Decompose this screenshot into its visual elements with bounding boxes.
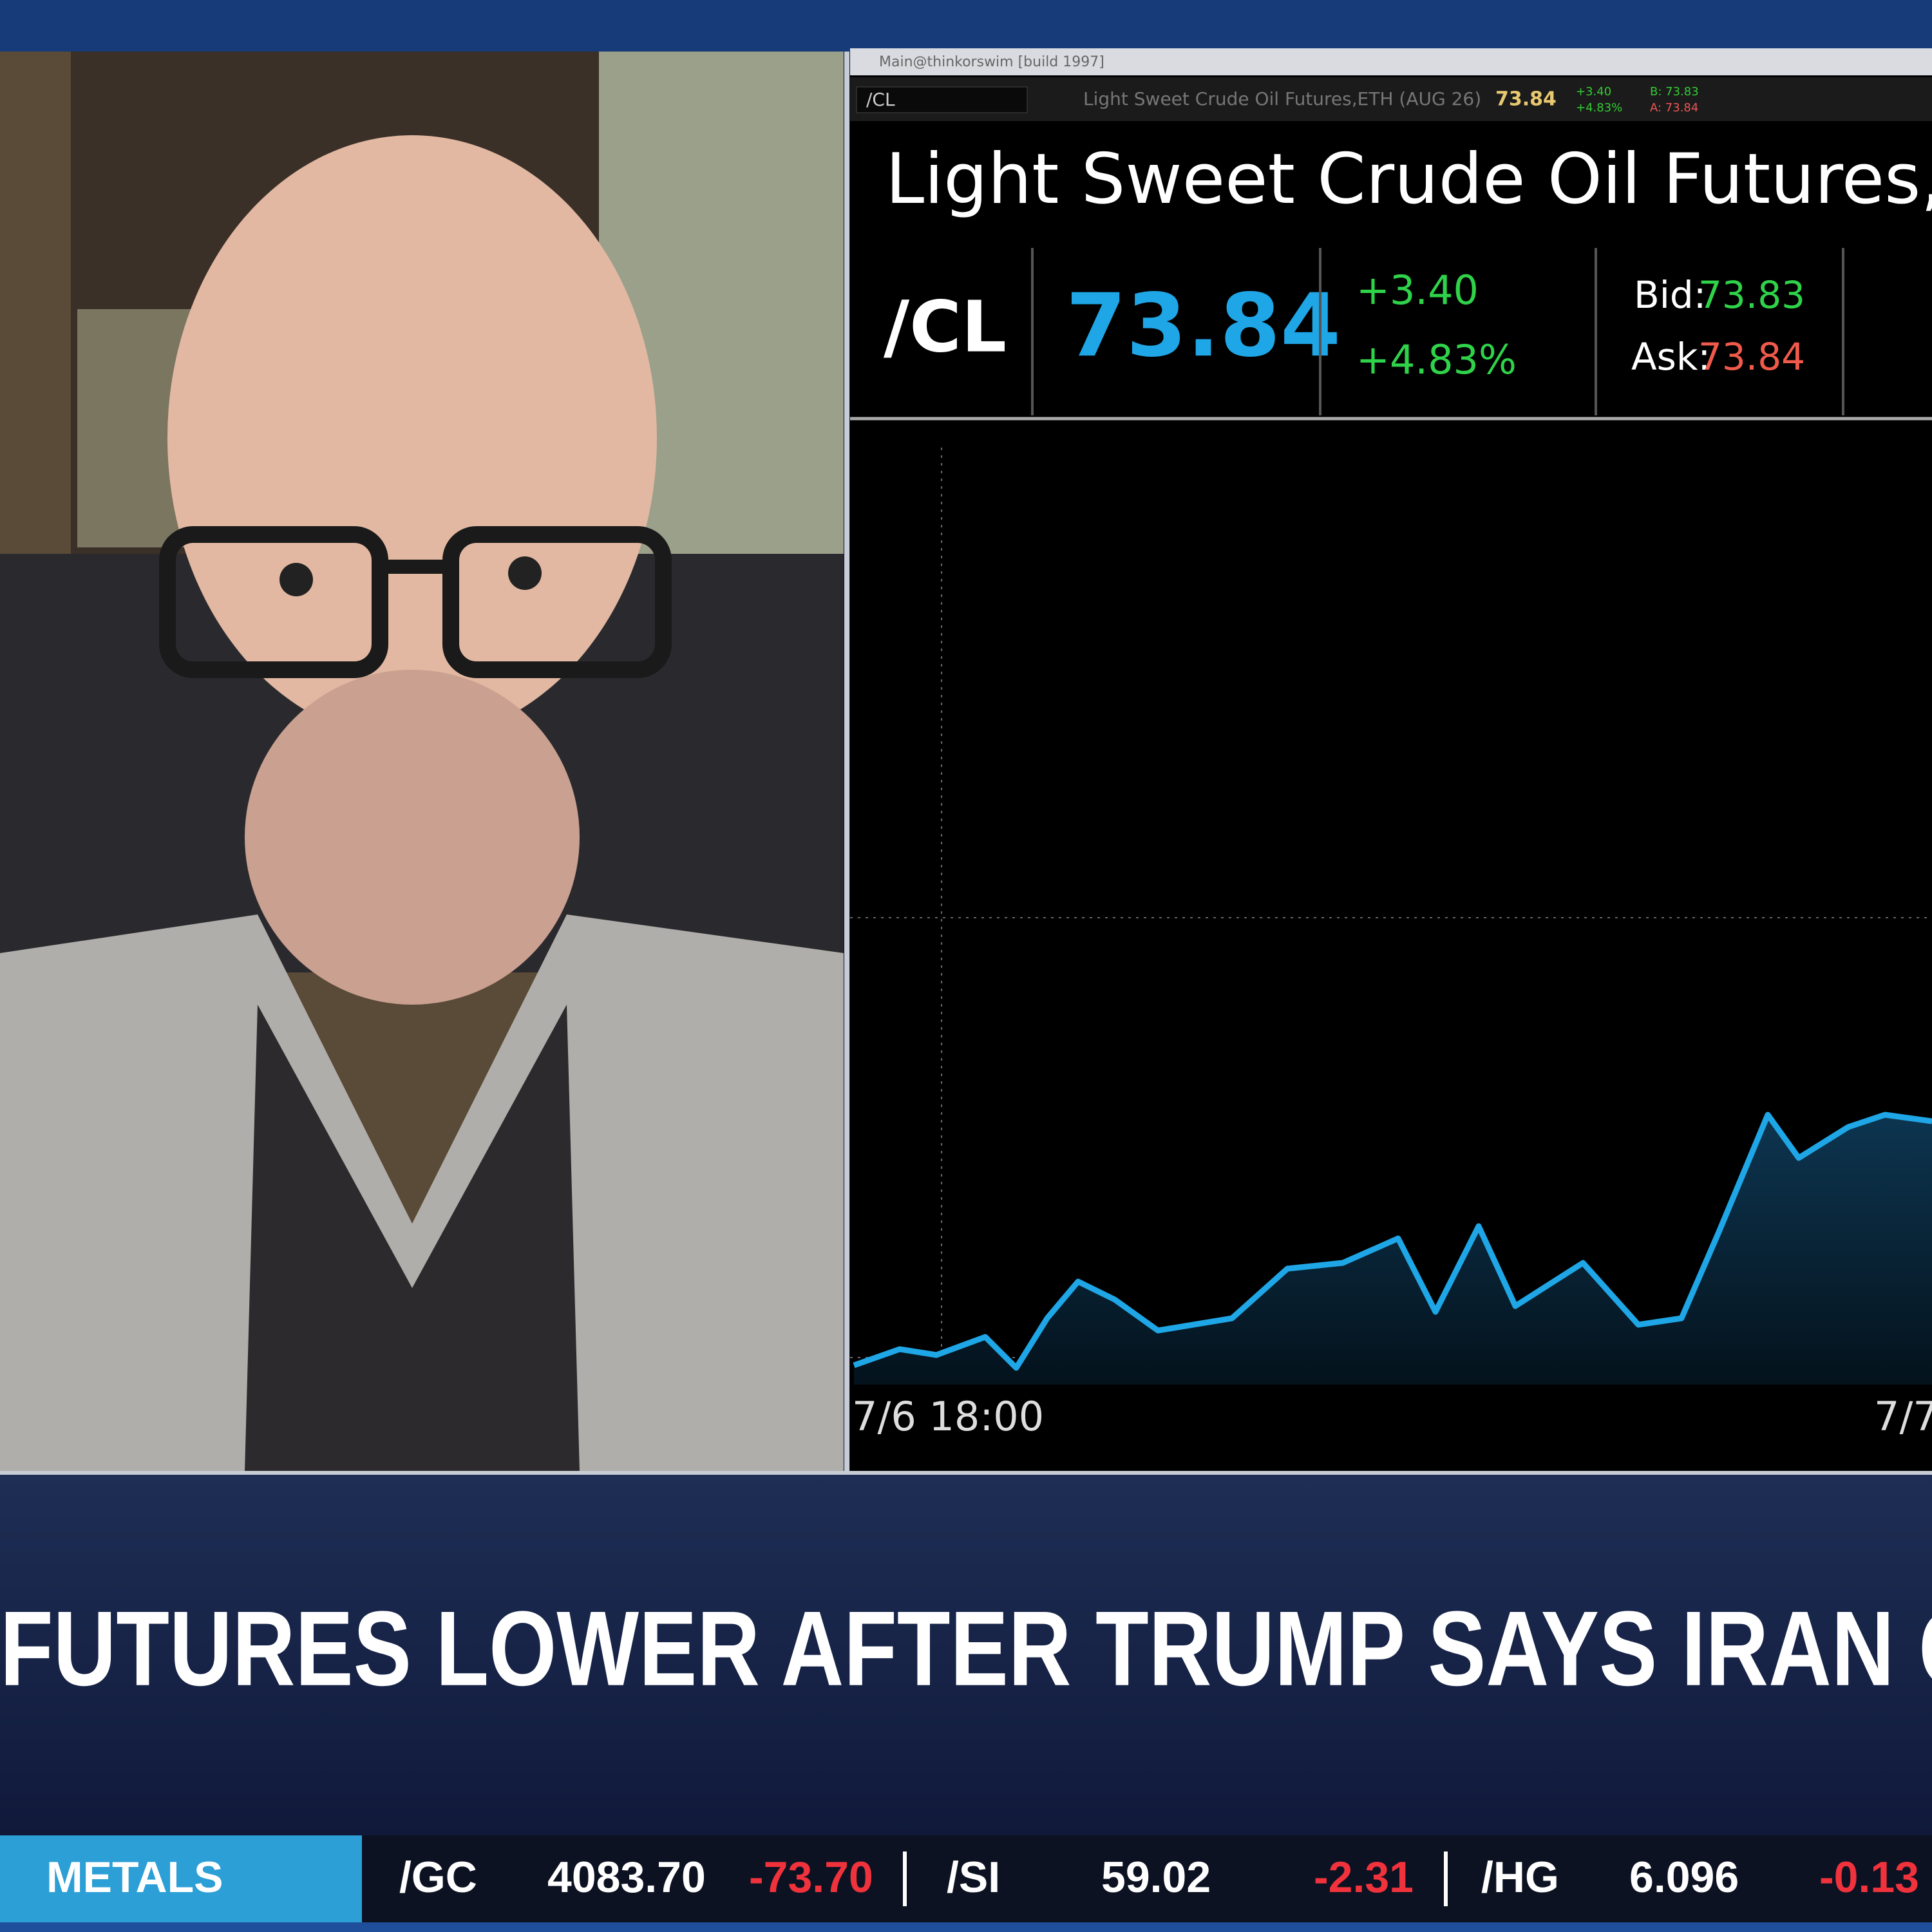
symbol-field-text: /CL xyxy=(866,89,895,110)
ticker-price: 59.02 xyxy=(1101,1853,1211,1902)
quote-last: 73.84 xyxy=(1066,275,1341,376)
lower-band xyxy=(0,1472,1932,1835)
bottom-strip xyxy=(0,1922,1932,1932)
ticker-change: -73.70 xyxy=(749,1853,873,1902)
ticker-symbol: /GC xyxy=(399,1853,477,1902)
ticker-symbol: /HG xyxy=(1481,1853,1559,1902)
video-panel xyxy=(0,52,844,1472)
ticker-section xyxy=(0,1835,362,1922)
ask-value: 73.84 xyxy=(1698,335,1805,379)
quote-title: Light Sweet Crude Oil Futures,ET xyxy=(886,139,1932,220)
window-title: Main@thinkorswim [build 1997] xyxy=(879,54,1104,70)
chart-panel: Main@thinkorswim [build 1997] /CL Light … xyxy=(850,48,1932,1472)
quote-percent: +4.83% xyxy=(1356,336,1517,383)
symbol-field[interactable] xyxy=(856,86,1028,113)
window-titlebar xyxy=(850,48,1932,75)
header-description: Light Sweet Crude Oil Futures,ETH (AUG 2… xyxy=(1083,88,1481,109)
quote-symbol: /CL xyxy=(884,285,1007,368)
headline: FUTURES LOWER AFTER TRUMP SAYS IRAN CEAS… xyxy=(0,1589,1932,1708)
ask-label: Ask: xyxy=(1631,335,1710,379)
header-change: +3.40 xyxy=(1576,85,1611,99)
ticker-section-label: METALS xyxy=(46,1853,223,1902)
header-percent: +4.83% xyxy=(1576,101,1622,115)
toolbar xyxy=(850,77,1932,121)
top-bar xyxy=(0,0,1932,52)
ticker-change: -0.13 xyxy=(1819,1853,1919,1902)
ticker-symbol: /SI xyxy=(947,1853,1000,1902)
ticker-change: -2.31 xyxy=(1314,1853,1414,1902)
bid-value: 73.83 xyxy=(1698,273,1805,317)
bid-label: Bid: xyxy=(1634,273,1706,317)
quote-change: +3.40 xyxy=(1356,267,1479,314)
quote-dividers xyxy=(1031,248,1844,415)
price-line xyxy=(853,1112,1932,1371)
time-label: 7/7 xyxy=(1874,1393,1932,1440)
header-bid: B: 73.83 xyxy=(1650,85,1699,99)
time-label: 7/6 18:00 xyxy=(852,1393,1044,1440)
price-area xyxy=(854,1115,1932,1385)
header-ask: A: 73.84 xyxy=(1650,101,1698,115)
header-last: 73.84 xyxy=(1495,88,1557,111)
ticker-price: 4083.70 xyxy=(547,1853,706,1902)
ticker-price: 6.096 xyxy=(1629,1853,1739,1902)
